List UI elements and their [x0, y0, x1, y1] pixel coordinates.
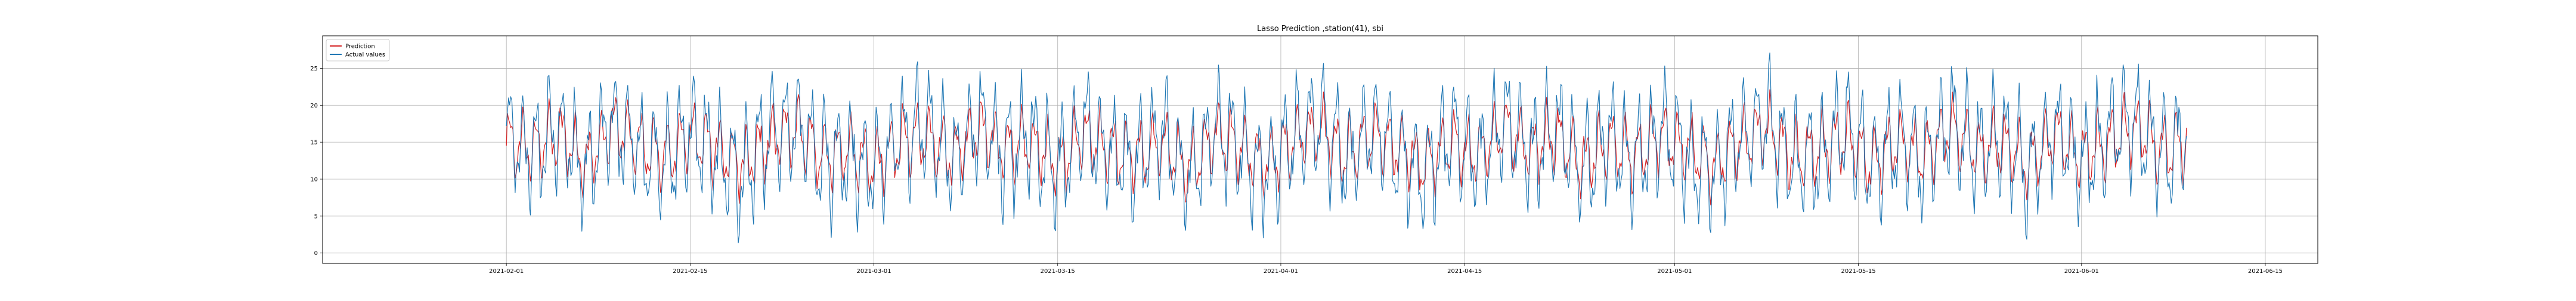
y-axis-ticks: 0 5 10 15 20 25	[310, 66, 323, 257]
series-line-prediction	[506, 89, 2187, 205]
y-tick-label: 20	[310, 103, 318, 109]
x-tick-label: 2021-06-15	[2248, 268, 2283, 275]
x-tick-label: 2021-05-15	[1841, 268, 1875, 275]
x-tick-label: 2021-04-01	[1264, 268, 1298, 275]
y-tick-label: 15	[310, 140, 318, 146]
legend-label-actual-values: Actual values	[345, 52, 385, 59]
plot-frame	[322, 35, 2318, 264]
legend: Prediction Actual values	[326, 39, 390, 62]
x-tick-label: 2021-06-01	[2064, 268, 2099, 275]
x-axis-ticks: 2021-02-01 2021-02-15 2021-03-01 2021-03-15…	[489, 263, 2283, 275]
x-tick-label: 2021-02-15	[673, 268, 707, 275]
y-tick-label: 5	[314, 213, 318, 220]
series-line-actual-values	[506, 53, 2187, 244]
x-tick-label: 2021-05-01	[1657, 268, 1692, 275]
y-tick-label: 0	[314, 250, 318, 257]
x-tick-label: 2021-03-01	[856, 268, 891, 275]
x-tick-label: 2021-04-15	[1447, 268, 1482, 275]
x-tick-label: 2021-03-15	[1041, 268, 1075, 275]
legend-box	[326, 39, 390, 62]
y-tick-label: 10	[310, 176, 318, 183]
x-tick-label: 2021-02-01	[489, 268, 524, 275]
series-layer	[506, 53, 2187, 244]
chart-title: Lasso Prediction ,station(41), sbi	[1257, 24, 1383, 33]
legend-label-prediction: Prediction	[345, 44, 375, 50]
y-tick-label: 25	[310, 66, 318, 72]
